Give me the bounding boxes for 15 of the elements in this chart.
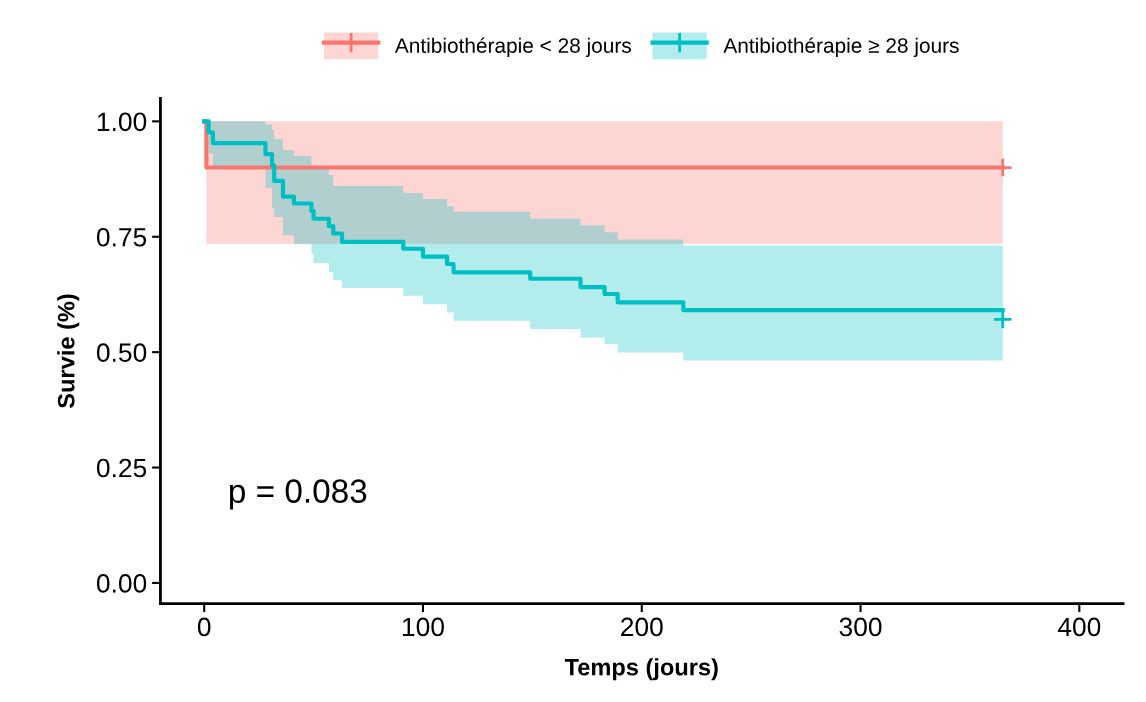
legend-label: Antibiothérapie ≥ 28 jours xyxy=(723,37,959,58)
x-tick-label: 0 xyxy=(197,617,211,637)
x-axis-title: Temps (jours) xyxy=(564,658,718,681)
x-tick-label: 400 xyxy=(1057,617,1101,637)
y-tick-label: 0.75 xyxy=(96,227,147,247)
y-tick-label: 0.25 xyxy=(96,458,147,478)
y-tick-label: 0.50 xyxy=(96,343,147,362)
x-tick-label: 100 xyxy=(402,617,444,637)
y-tick-label: 0.00 xyxy=(96,574,147,593)
x-tick-label: 300 xyxy=(839,617,882,637)
y-tick-label: 1.00 xyxy=(97,112,147,132)
annotation: p = 0.083 xyxy=(229,479,367,510)
legend-label: Antibiothérapie < 28 jours xyxy=(394,37,631,58)
y-axis-title: Survie (%) xyxy=(57,294,80,409)
x-tick-label: 200 xyxy=(621,617,663,637)
